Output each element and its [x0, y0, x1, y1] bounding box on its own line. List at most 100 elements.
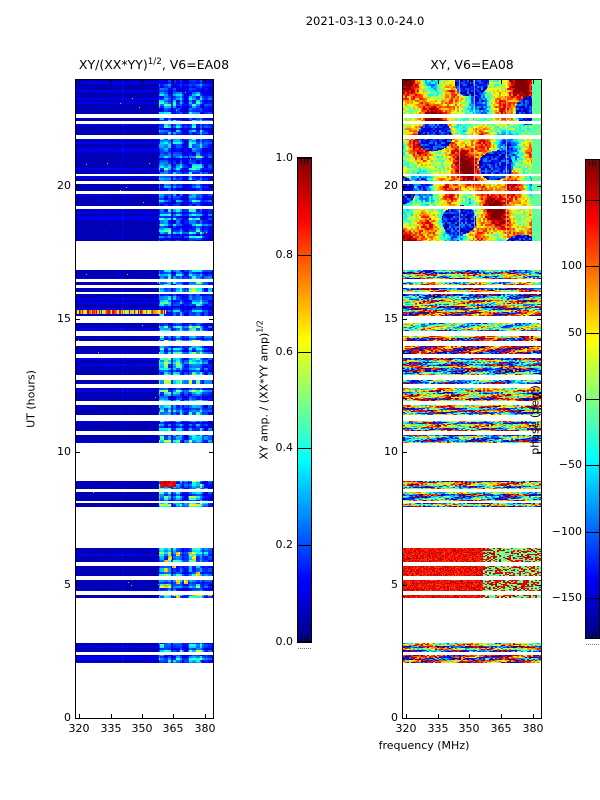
x-tick: [469, 714, 470, 718]
y-tick: [209, 319, 213, 320]
colorbar-tick: [298, 255, 311, 256]
left-plot-title: XY/(XX*YY)1/2, V6=EA08: [78, 57, 230, 73]
x-tick: [173, 714, 174, 718]
y-tick-label: 0: [391, 711, 398, 724]
colorbar-tick-label: 50: [568, 326, 582, 339]
colorbar-tick: [586, 532, 599, 533]
x-tick: [438, 714, 439, 718]
y-tick: [209, 585, 213, 586]
y-axis-label: UT (hours): [24, 370, 38, 428]
x-tick: [205, 80, 206, 84]
colorbar-tick-label: 1.0: [275, 151, 294, 164]
x-tick-label: 380: [194, 722, 216, 735]
y-tick: [209, 186, 213, 187]
amplitude-heatmap: [76, 80, 213, 718]
y-tick: [76, 718, 80, 719]
colorbar-end-hatch: [589, 632, 590, 637]
colorbar-tick-label: 0: [575, 392, 582, 405]
x-tick-label: 320: [395, 722, 417, 735]
x-tick: [79, 714, 80, 718]
figure-title: 2021-03-13 0.0-24.0: [305, 14, 425, 28]
x-tick-label: 335: [427, 722, 449, 735]
colorbar-tick-label: 0.0: [275, 635, 294, 648]
x-tick: [438, 80, 439, 84]
colorbar-tick-label: 0.6: [275, 345, 294, 358]
y-tick-label: 0: [64, 711, 71, 724]
x-tick: [79, 80, 80, 84]
colorbar-end-hatch: [595, 632, 596, 637]
colorbar-end-hatch: [589, 161, 590, 166]
colorbar-tick-label: −100: [551, 525, 582, 538]
x-tick-label: 350: [458, 722, 480, 735]
y-tick-label: 15: [384, 312, 398, 325]
y-tick: [537, 718, 541, 719]
colorbar-tick-label: 0.4: [275, 441, 294, 454]
y-tick: [76, 452, 80, 453]
colorbar-end-hatch: [301, 159, 302, 164]
colorbar-end-hatch: [304, 159, 305, 164]
x-axis-label: frequency (MHz): [378, 739, 470, 752]
colorbar-end-hatch: [595, 161, 596, 166]
x-tick: [111, 80, 112, 84]
x-tick: [142, 80, 143, 84]
right-plot-title: XY, V6=EA08: [430, 57, 514, 72]
amplitude-colorbar: [298, 158, 311, 642]
x-tick: [111, 714, 112, 718]
colorbar-tick: [298, 641, 311, 642]
y-tick: [403, 319, 407, 320]
colorbar-end-hatch: [304, 636, 305, 641]
y-tick: [403, 186, 407, 187]
colorbar-tick: [298, 448, 311, 449]
y-tick-label: 10: [57, 445, 71, 458]
colorbar-end-hatch: [307, 636, 308, 641]
x-tick: [142, 714, 143, 718]
x-tick: [205, 714, 206, 718]
x-tick-label: 320: [68, 722, 90, 735]
colorbar-tick: [586, 598, 599, 599]
y-tick: [76, 585, 80, 586]
x-tick: [533, 80, 534, 84]
y-tick: [76, 186, 80, 187]
x-tick: [501, 80, 502, 84]
colorbar-tick-label: 0.2: [275, 538, 294, 551]
x-tick: [173, 80, 174, 84]
y-tick: [209, 718, 213, 719]
x-tick-label: 335: [100, 722, 122, 735]
y-tick-label: 5: [64, 578, 71, 591]
phase-colorbar-extend-mark: [586, 644, 599, 645]
y-tick: [209, 452, 213, 453]
phase-heatmap: [403, 80, 541, 718]
amplitude-colorbar-label: XY amp. / (XX*YY amp)1/2: [255, 320, 271, 460]
colorbar-end-hatch: [301, 636, 302, 641]
x-tick-label: 365: [162, 722, 184, 735]
amplitude-colorbar-extend-mark: [298, 648, 311, 649]
colorbar-tick-label: −50: [558, 458, 582, 471]
colorbar-tick: [298, 545, 311, 546]
x-tick-label: 380: [522, 722, 544, 735]
phase-colorbar-label: phase (deg.): [528, 385, 542, 455]
x-tick: [406, 714, 407, 718]
colorbar-tick: [298, 158, 311, 159]
y-tick: [537, 585, 541, 586]
y-tick: [537, 186, 541, 187]
y-tick: [537, 319, 541, 320]
y-tick-label: 20: [384, 179, 398, 192]
colorbar-tick-label: 0.8: [275, 248, 294, 261]
y-tick-label: 10: [384, 445, 398, 458]
colorbar-tick: [586, 266, 599, 267]
x-tick-label: 365: [490, 722, 512, 735]
colorbar-end-hatch: [592, 632, 593, 637]
y-tick: [403, 718, 407, 719]
colorbar-tick: [586, 333, 599, 334]
x-tick-label: 350: [131, 722, 153, 735]
colorbar-tick-label: 150: [561, 193, 582, 206]
x-tick: [501, 714, 502, 718]
y-tick: [537, 452, 541, 453]
y-tick: [403, 585, 407, 586]
colorbar-tick: [586, 465, 599, 466]
colorbar-end-hatch: [307, 159, 308, 164]
x-tick: [406, 80, 407, 84]
colorbar-tick-label: 100: [561, 259, 582, 272]
colorbar-tick: [586, 200, 599, 201]
